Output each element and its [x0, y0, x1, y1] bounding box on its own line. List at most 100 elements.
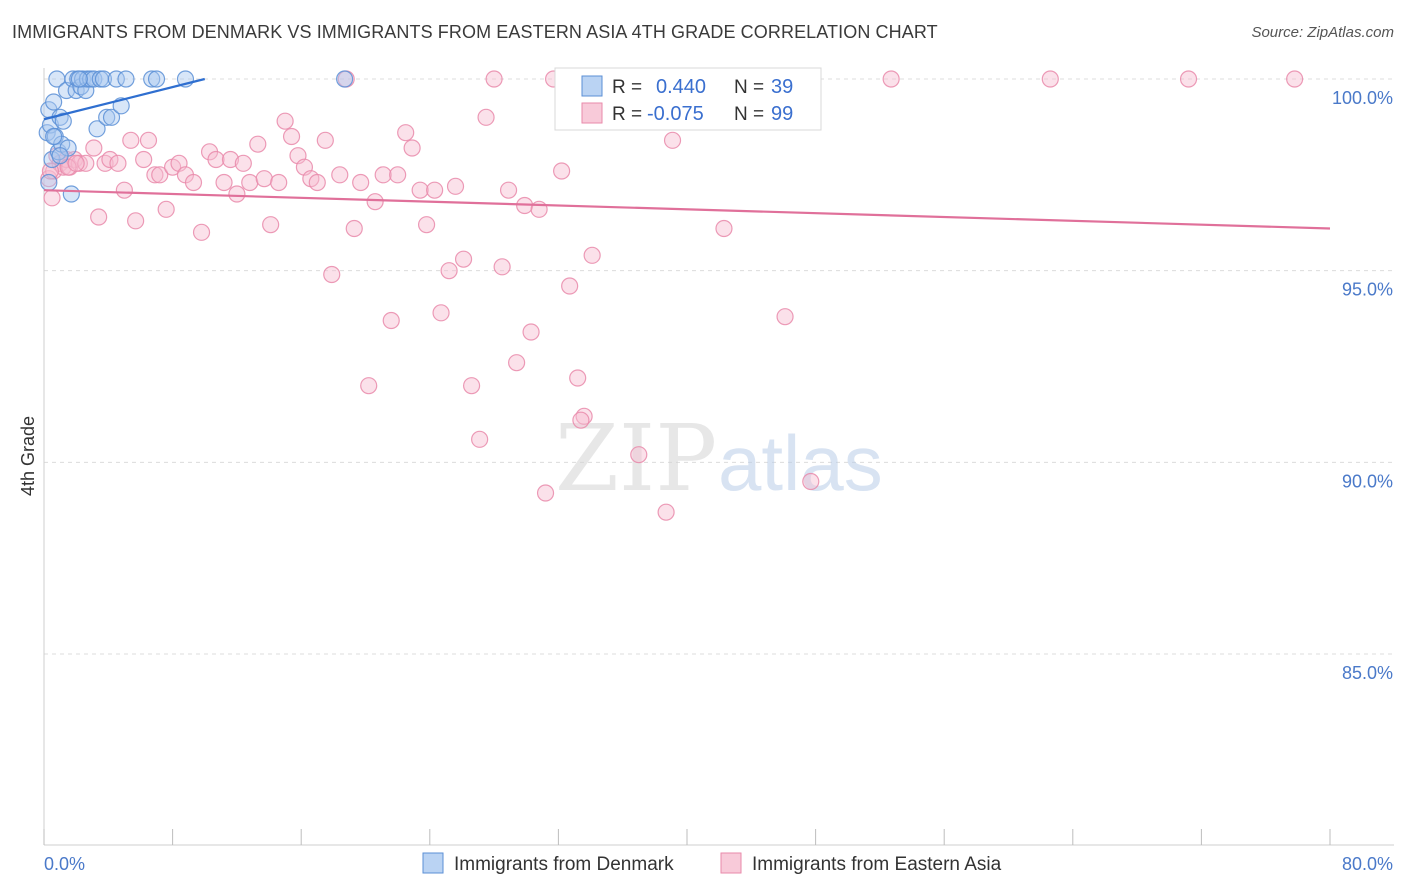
data-point-denmark [143, 70, 161, 88]
data-point-denmark [94, 70, 113, 88]
data-point-eastern-asia [255, 170, 273, 188]
data-point-eastern-asia [389, 166, 407, 184]
data-point-eastern-asia [454, 250, 473, 268]
legend-swatch-asia [720, 852, 742, 874]
data-point-eastern-asia [471, 430, 489, 448]
data-point-eastern-asia [485, 70, 503, 88]
data-point-denmark [336, 70, 354, 88]
data-point-eastern-asia [228, 185, 246, 203]
stats-r-value-denmark: 0.440 [656, 76, 706, 98]
data-point-eastern-asia [366, 193, 384, 211]
chart-title: IMMIGRANTS FROM DENMARK VS IMMIGRANTS FR… [12, 22, 938, 42]
data-point-eastern-asia [561, 277, 579, 295]
series-denmark-points [38, 70, 354, 203]
data-point-denmark [147, 70, 166, 88]
data-point-eastern-asia [109, 154, 127, 172]
trend-line-denmark [43, 77, 206, 121]
x-tick-marks [43, 829, 1331, 845]
data-point-eastern-asia [90, 208, 108, 226]
stats-r-label-denmark: R = [612, 77, 642, 98]
data-point-eastern-asia [397, 124, 415, 142]
legend-label-asia: Immigrants from Eastern Asia [752, 854, 1002, 875]
data-point-eastern-asia [221, 150, 240, 169]
y-tick-label: 95.0% [1342, 280, 1393, 300]
data-point-eastern-asia [802, 472, 820, 491]
data-point-eastern-asia [331, 166, 349, 184]
data-point-eastern-asia [403, 139, 421, 157]
source-label: Source: ZipAtlas.com [1251, 24, 1394, 41]
data-point-eastern-asia [308, 173, 326, 192]
data-point-eastern-asia [462, 377, 481, 395]
data-point-eastern-asia [411, 181, 429, 199]
legend: Immigrants from Denmark Immigrants from … [422, 852, 1002, 875]
watermark: ZIP atlas [555, 405, 883, 512]
y-tick-labels: 100.0% 95.0% 90.0% 85.0% [1332, 88, 1393, 683]
y-tick-label: 100.0% [1332, 88, 1393, 108]
legend-label-denmark: Immigrants from Denmark [454, 854, 674, 875]
trend-lines [43, 77, 1331, 230]
data-point-eastern-asia [115, 181, 133, 199]
data-point-eastern-asia [323, 265, 341, 284]
data-point-eastern-asia [241, 173, 259, 192]
data-point-eastern-asia [151, 166, 169, 184]
stats-swatch-denmark [581, 75, 603, 97]
data-point-eastern-asia [583, 246, 601, 264]
data-point-denmark [45, 127, 63, 146]
data-point-eastern-asia [207, 150, 225, 169]
data-point-eastern-asia [1179, 70, 1198, 88]
data-point-eastern-asia [146, 166, 164, 184]
data-point-eastern-asia [493, 258, 511, 276]
data-point-eastern-asia [508, 354, 526, 372]
data-point-eastern-asia [77, 154, 95, 172]
data-point-eastern-asia [657, 503, 675, 521]
data-point-eastern-asia [536, 484, 555, 502]
data-point-eastern-asia [715, 219, 733, 238]
data-point-eastern-asia [776, 308, 794, 326]
data-point-eastern-asia [1286, 70, 1304, 88]
x-tick-label-max: 80.0% [1342, 854, 1393, 874]
data-point-eastern-asia [249, 135, 267, 153]
data-point-eastern-asia [345, 219, 363, 238]
data-point-eastern-asia [572, 411, 590, 429]
data-point-eastern-asia [1041, 70, 1059, 88]
stats-n-value-denmark: 39 [771, 76, 793, 98]
data-point-denmark [88, 120, 106, 138]
data-point-eastern-asia [101, 150, 119, 169]
data-point-denmark [107, 70, 125, 88]
data-point-eastern-asia [630, 446, 648, 464]
data-point-denmark [117, 70, 135, 88]
data-point-eastern-asia [157, 200, 175, 218]
data-point-eastern-asia [360, 377, 378, 395]
trend-line-eastern-asia [43, 189, 1331, 230]
data-point-eastern-asia [43, 189, 61, 207]
data-point-eastern-asia [316, 131, 334, 149]
watermark-atlas: atlas [718, 419, 883, 507]
data-point-eastern-asia [85, 139, 103, 157]
data-point-eastern-asia [569, 369, 587, 387]
data-point-eastern-asia [215, 173, 233, 192]
data-point-eastern-asia [270, 173, 288, 192]
data-point-eastern-asia [553, 162, 571, 180]
stats-n-label-asia: N = [734, 104, 764, 125]
data-point-denmark [45, 93, 63, 111]
stats-n-value-asia: 99 [771, 103, 793, 125]
data-point-denmark [51, 147, 69, 165]
data-point-eastern-asia [499, 181, 518, 199]
stats-n-label-denmark: N = [734, 77, 764, 98]
data-point-denmark [85, 70, 103, 88]
data-point-denmark [62, 185, 80, 203]
y-tick-label: 85.0% [1342, 663, 1393, 683]
watermark-zip: ZIP [555, 405, 717, 512]
stats-swatch-asia [581, 102, 603, 124]
data-point-eastern-asia [127, 212, 145, 230]
data-point-denmark [102, 108, 121, 126]
data-point-denmark [98, 108, 116, 126]
data-point-eastern-asia [477, 108, 495, 126]
data-point-eastern-asia [426, 181, 444, 199]
data-point-eastern-asia [663, 131, 682, 149]
data-point-eastern-asia [139, 131, 158, 149]
stats-r-value-asia: -0.075 [647, 103, 704, 125]
legend-swatch-denmark [422, 852, 444, 874]
data-point-eastern-asia [262, 216, 280, 234]
